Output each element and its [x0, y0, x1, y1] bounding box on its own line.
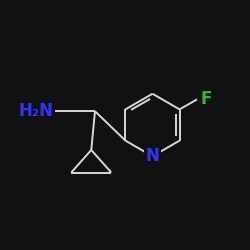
Text: N: N	[146, 147, 160, 165]
Text: F: F	[201, 90, 212, 108]
Text: H₂N: H₂N	[19, 102, 54, 120]
